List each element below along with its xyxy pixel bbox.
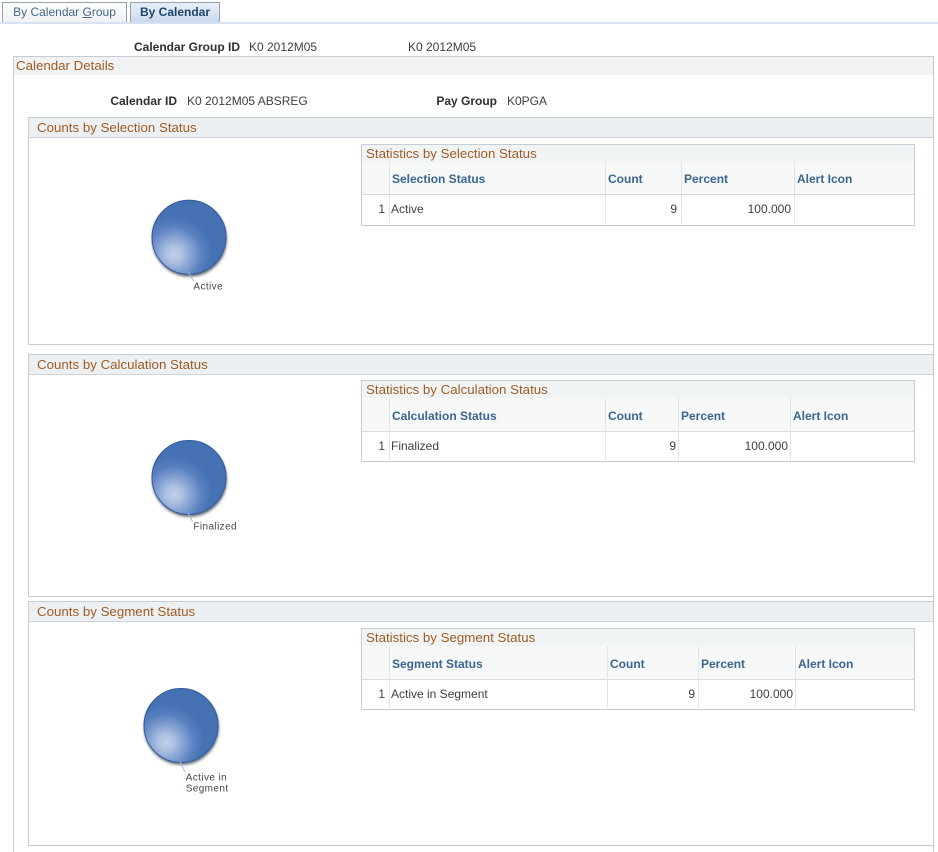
svg-text:Active: Active [193, 282, 223, 293]
svg-text:Active in: Active in [186, 773, 227, 784]
svg-text:Segment: Segment [186, 784, 229, 795]
svg-text:Finalized: Finalized [193, 522, 237, 533]
